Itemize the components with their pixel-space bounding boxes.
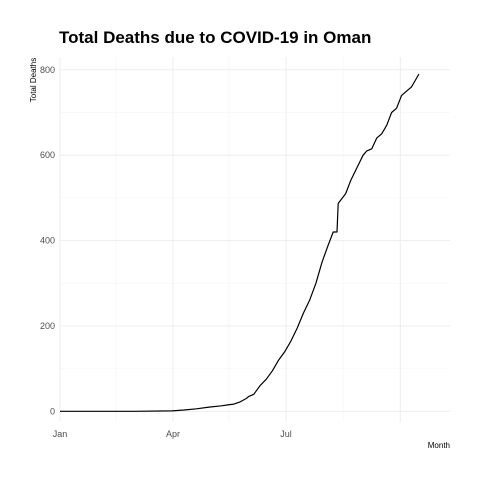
grid-lines [59,57,450,422]
data-layer [60,73,420,412]
y-tick-label: 400 [40,236,55,246]
y-axis-title: Total Deaths [29,58,38,102]
x-tick-label: Apr [166,429,180,439]
y-tick-label: 200 [40,321,55,331]
x-axis-title: Month [428,441,450,450]
chart-title: Total Deaths due to COVID-19 in Oman [59,28,371,47]
series-line [60,73,420,412]
y-tick-label: 0 [50,406,55,416]
tick-labels: 0 200 400 600 800 Jan Apr Jul [40,65,292,439]
y-tick-label: 800 [40,65,55,75]
x-tick-label: Jul [280,429,292,439]
y-tick-label: 600 [40,150,55,160]
x-tick-label: Jan [53,429,68,439]
